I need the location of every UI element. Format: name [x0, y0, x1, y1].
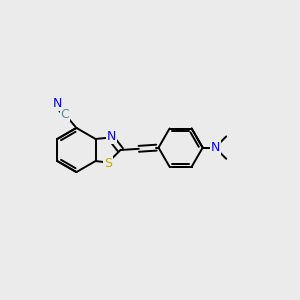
Text: C: C [61, 108, 70, 122]
Text: N: N [211, 141, 220, 154]
Text: N: N [107, 130, 116, 143]
Text: N: N [52, 98, 62, 110]
Text: S: S [104, 157, 112, 169]
